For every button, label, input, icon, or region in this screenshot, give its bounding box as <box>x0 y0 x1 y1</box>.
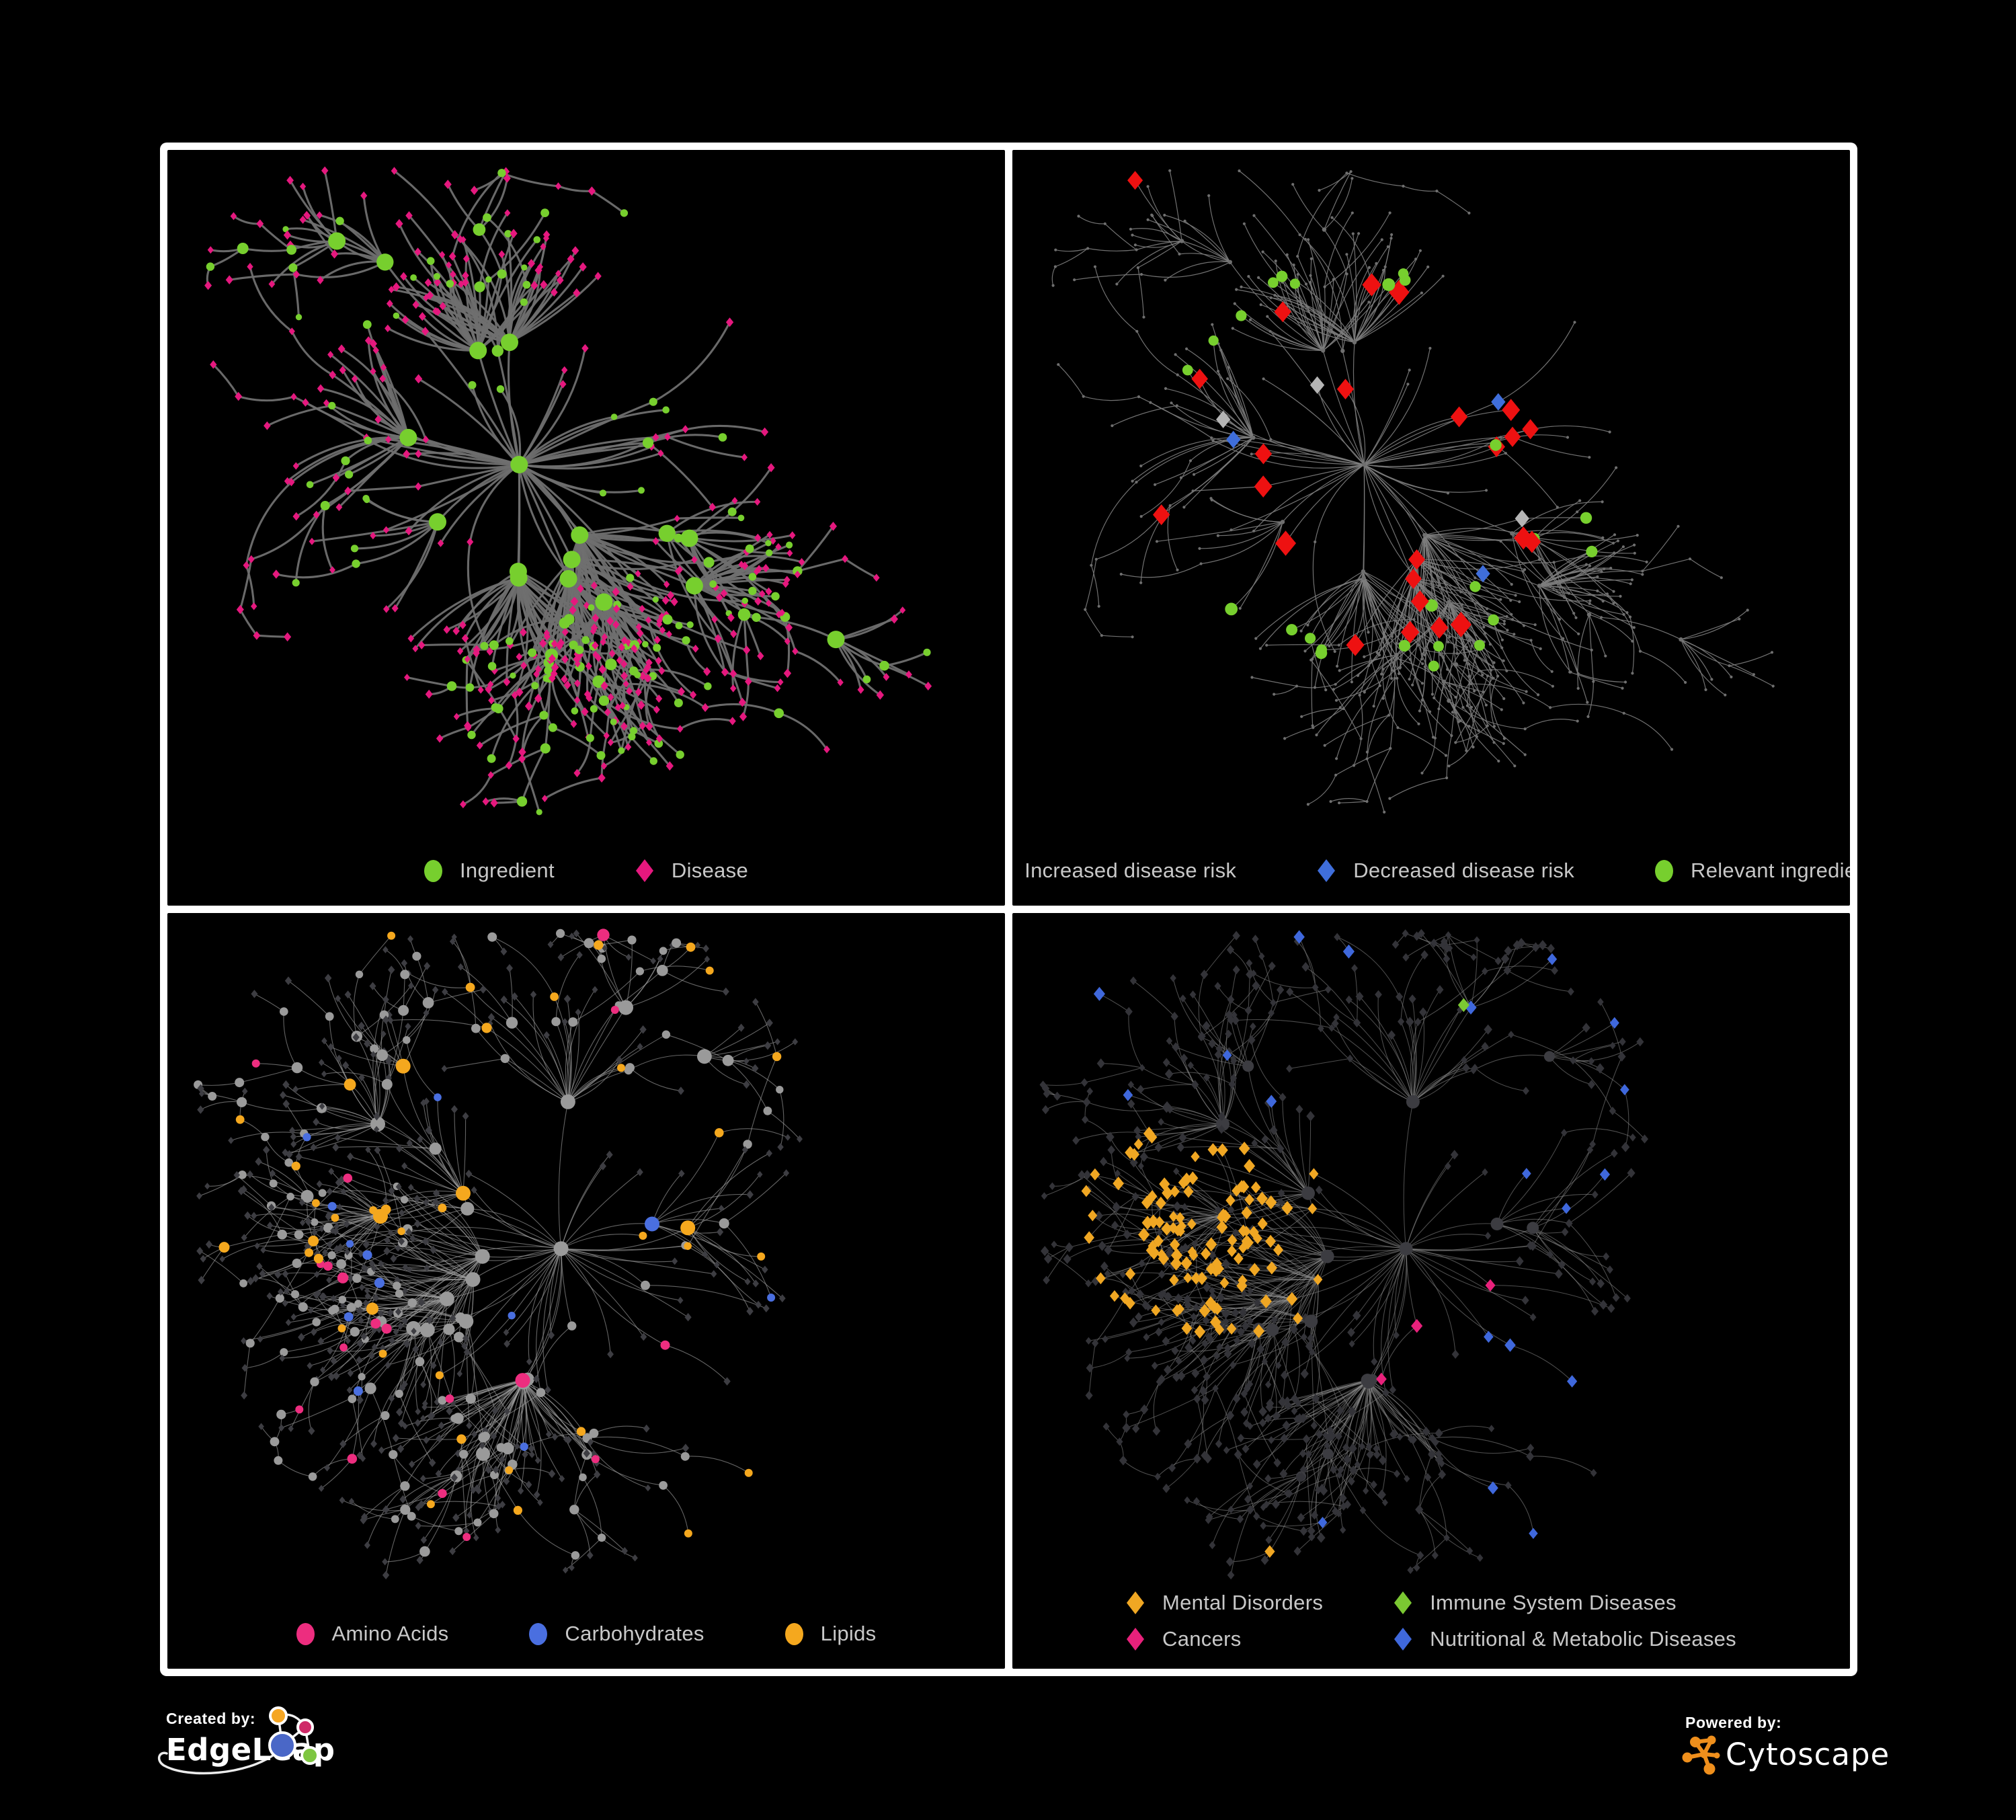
legend-item-lipids: Lipids <box>784 1622 877 1646</box>
legend-label: Lipids <box>820 1622 877 1645</box>
edgeleap-brand-text: EdgeLeap <box>166 1732 335 1768</box>
legend-item-immune-system-diseases: Immune System Diseases <box>1394 1591 1736 1615</box>
legend-label: Amino Acids <box>331 1622 449 1645</box>
legend-item-nutritional-metabolic-diseases: Nutritional & Metabolic Diseases <box>1394 1627 1736 1651</box>
ingredient-disease-legend: Ingredient Disease <box>167 859 1005 883</box>
amino-acids-swatch-icon <box>296 1622 315 1645</box>
legend-label: Decreased disease risk <box>1353 859 1575 882</box>
legend-label: Mental Disorders <box>1162 1591 1324 1614</box>
edgeleap-logo: Created by: EdgeLeap <box>166 1710 335 1768</box>
ingredient-swatch-icon <box>424 859 442 882</box>
relevant-ingredient-swatch-icon <box>1655 859 1674 882</box>
legend-item-decreased-disease-risk: Decreased disease risk <box>1317 859 1574 883</box>
ingredient-classes-network <box>194 928 803 1580</box>
powered-by-label: Powered by: <box>1685 1714 1782 1731</box>
disease-classes-legend: Mental Disorders Immune System Diseases Ca… <box>1012 1591 1850 1651</box>
panel-ingredient-classes: Amino Acids Carbohydrates Lipids <box>167 913 1005 1669</box>
nutritional-metabolic-diseases-swatch-icon <box>1394 1628 1412 1651</box>
legend-item-relevant-ingredient: Relevant ingredient <box>1655 859 1850 883</box>
legend-label: Disease <box>671 859 748 882</box>
legend-label: Ingredient <box>460 859 555 882</box>
disease-risk-network <box>1051 169 1775 814</box>
cytoscape-brand-text: Cytoscape <box>1726 1736 1890 1772</box>
carbohydrates-swatch-icon <box>529 1622 548 1645</box>
legend-label: Cancers <box>1162 1627 1242 1651</box>
legend-label: Nutritional & Metabolic Diseases <box>1430 1627 1736 1651</box>
panel-disease-classes: Mental Disorders Immune System Diseases Ca… <box>1012 913 1850 1669</box>
cancers-swatch-icon <box>1127 1628 1145 1651</box>
ingredient-disease-network <box>204 166 932 816</box>
legend-label: Relevant ingredient <box>1691 859 1850 882</box>
cytoscape-logo: Powered by: Cytoscape <box>1682 1714 1890 1775</box>
legend-item-carbohydrates: Carbohydrates <box>529 1622 704 1646</box>
legend-item-mental-disorders: Mental Disorders <box>1126 1591 1323 1615</box>
immune-system-diseases-swatch-icon <box>1394 1591 1412 1614</box>
ingredient-classes-legend: Amino Acids Carbohydrates Lipids <box>167 1622 1005 1646</box>
panel-grid: Ingredient Disease Increased disease risk… <box>160 143 1857 1676</box>
disease-swatch-icon <box>635 859 653 882</box>
legend-item-increased-disease-risk: Increased disease risk <box>1012 859 1236 883</box>
disease-classes-network <box>1039 928 1648 1580</box>
legend-item-disease: Disease <box>635 859 748 883</box>
cytoscape-network-icon <box>1682 1735 1720 1775</box>
disease-risk-legend: Increased disease risk Decreased disease … <box>1012 859 1850 883</box>
mental-disorders-swatch-icon <box>1127 1591 1145 1614</box>
created-by-label: Created by: <box>166 1710 256 1727</box>
legend-label: Immune System Diseases <box>1430 1591 1677 1614</box>
lipids-swatch-icon <box>784 1622 803 1645</box>
legend-label: Increased disease risk <box>1024 859 1237 882</box>
panel-disease-risk: Increased disease risk Decreased disease … <box>1012 150 1850 906</box>
legend-label: Carbohydrates <box>565 1622 704 1645</box>
legend-item-cancers: Cancers <box>1126 1627 1323 1651</box>
panel-ingredient-disease: Ingredient Disease <box>167 150 1005 906</box>
decreased-disease-risk-swatch-icon <box>1318 859 1336 882</box>
legend-item-ingredient: Ingredient <box>424 859 555 883</box>
legend-item-amino-acids: Amino Acids <box>296 1622 449 1646</box>
